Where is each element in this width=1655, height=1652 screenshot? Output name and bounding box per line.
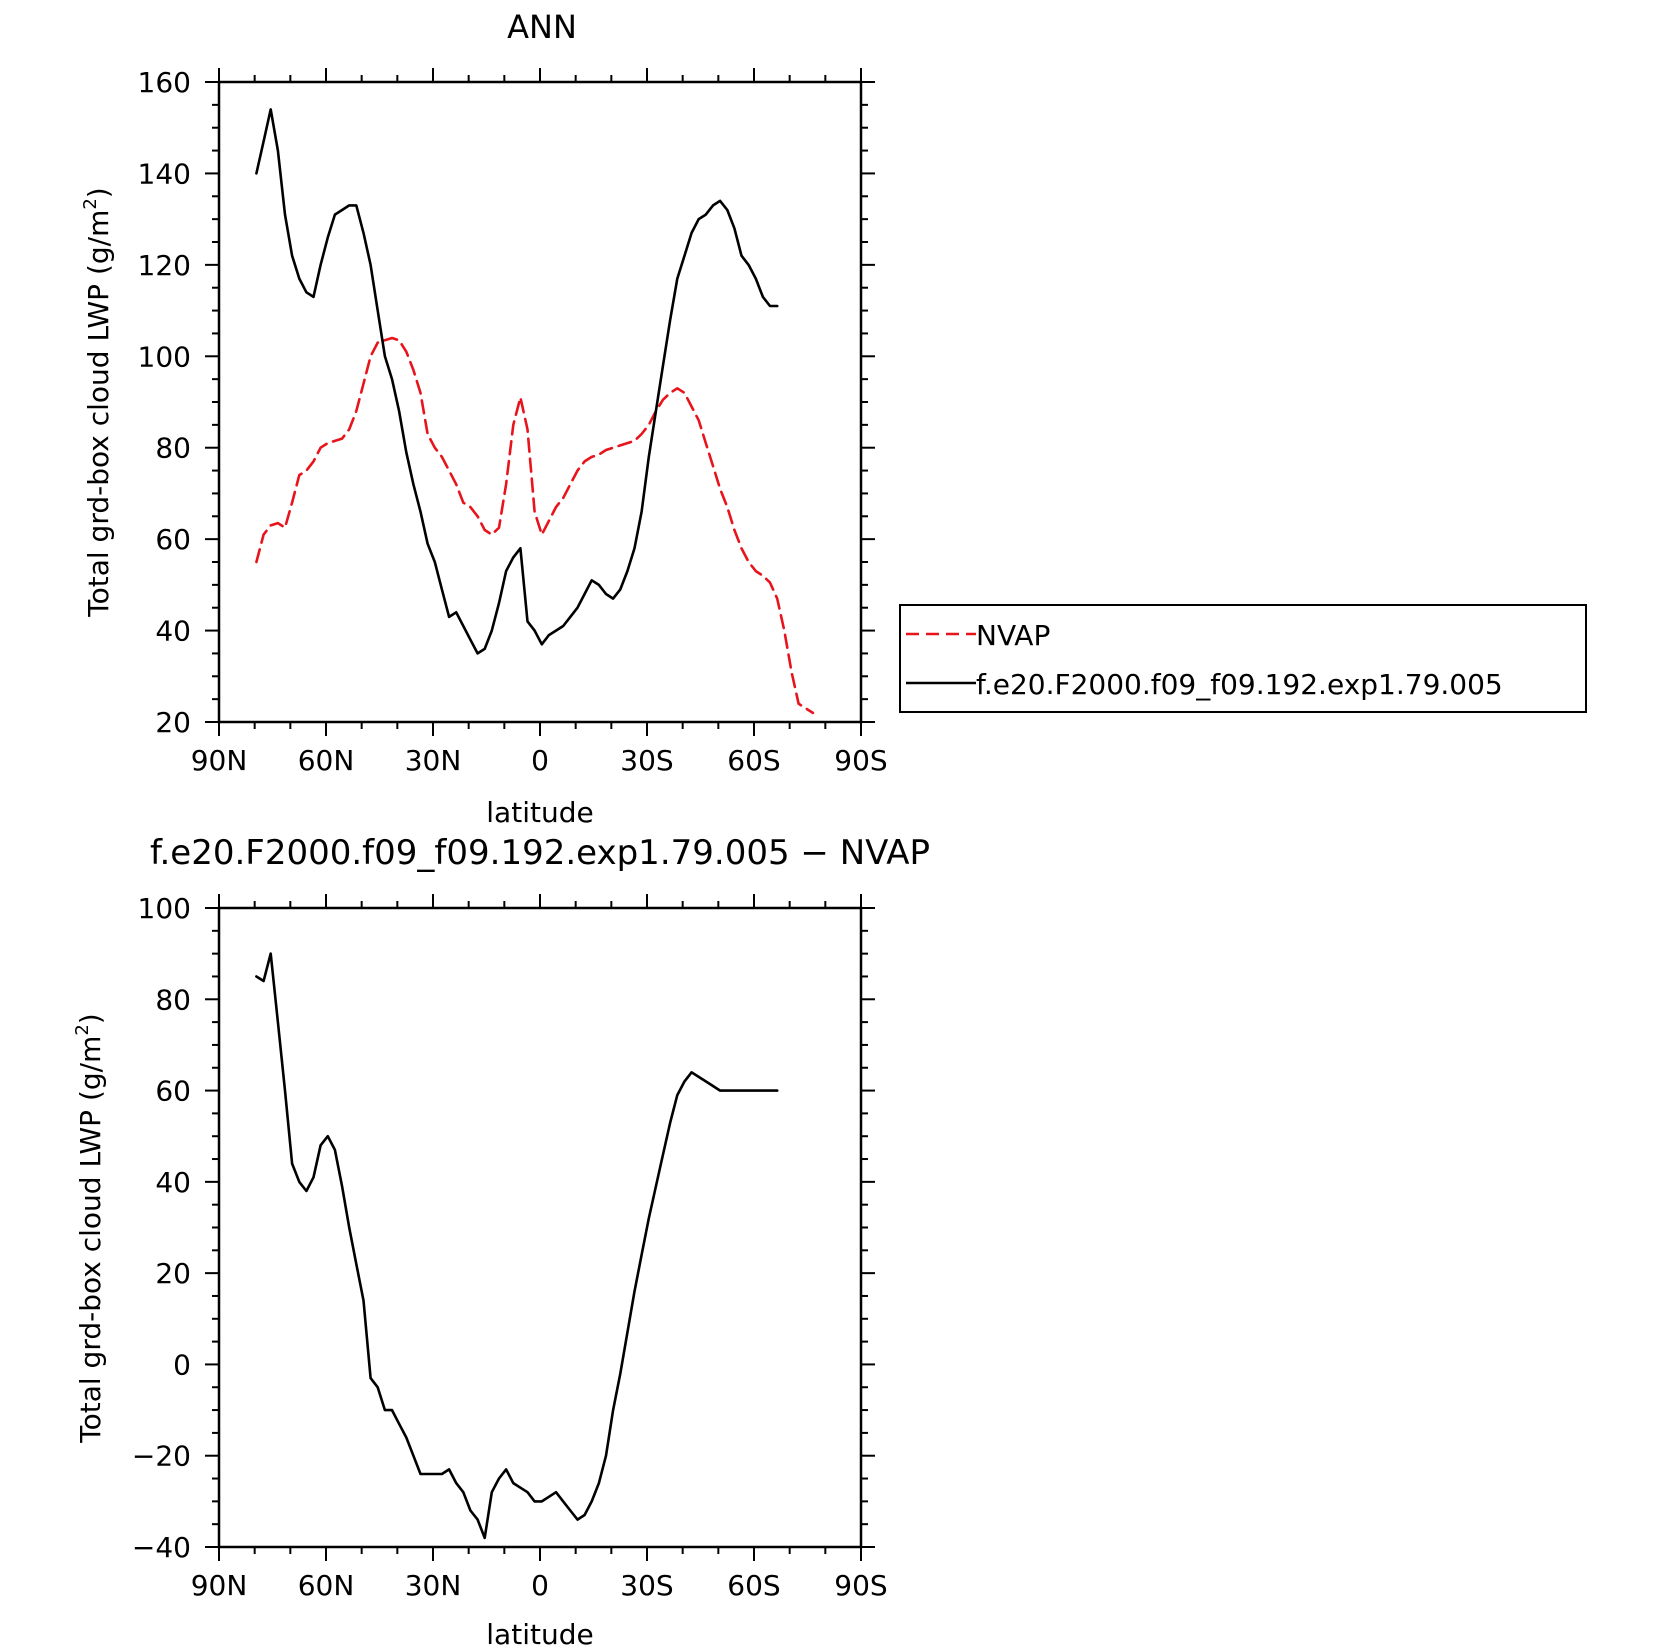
y-tick-label: 60 (155, 523, 191, 556)
bottom-ticks (205, 894, 875, 1561)
x-tick-label: 90S (834, 744, 887, 777)
x-tick-label: 30N (405, 1569, 462, 1602)
legend: NVAP f.e20.F2000.f09_f09.192.exp1.79.005 (900, 605, 1586, 712)
y-tick-label: 20 (155, 706, 191, 739)
bottom-y-tick-labels: −40 −20 0 20 40 60 80 100 (132, 892, 191, 1564)
x-tick-label: 60S (727, 744, 780, 777)
top-y-tick-labels: 20 40 60 80 100 120 140 160 (138, 66, 191, 739)
x-tick-label: 60S (727, 1569, 780, 1602)
bottom-x-axis-label: latitude (486, 1618, 593, 1651)
series-line-difference (256, 954, 777, 1538)
top-panel: ANN 20 40 60 80 100 120 140 160 90N 60N 30N 0 30S 60… (80, 8, 1586, 829)
top-y-axis-label-close: ) (82, 187, 115, 198)
y-tick-label: 60 (155, 1075, 191, 1108)
y-tick-label: 100 (138, 892, 191, 925)
y-tick-label: 0 (173, 1348, 191, 1381)
bottom-x-tick-labels: 90N 60N 30N 0 30S 60S 90S (191, 1569, 888, 1602)
top-x-tick-labels: 90N 60N 30N 0 30S 60S 90S (191, 744, 888, 777)
y-tick-label: 140 (138, 157, 191, 190)
top-x-axis-label: latitude (486, 796, 593, 829)
y-tick-label: −20 (132, 1440, 191, 1473)
bottom-y-axis-label-sup: 2 (72, 1024, 93, 1035)
top-series-layer (256, 109, 813, 713)
y-tick-label: 160 (138, 66, 191, 99)
bottom-chart-title: f.e20.F2000.f09_f09.192.exp1.79.005 − NV… (150, 833, 930, 873)
bottom-plot-frame (219, 908, 861, 1547)
top-ticks (205, 68, 875, 736)
legend-label-nvap: NVAP (976, 619, 1050, 652)
top-y-axis-label-base: Total grd-box cloud LWP (g/m (82, 210, 115, 618)
y-tick-label: 80 (155, 432, 191, 465)
x-tick-label: 90N (191, 1569, 248, 1602)
x-tick-label: 90N (191, 744, 248, 777)
bottom-series-layer (256, 954, 777, 1538)
top-y-axis-label-sup: 2 (80, 198, 101, 209)
y-tick-label: 40 (155, 615, 191, 648)
x-tick-label: 30S (620, 744, 673, 777)
y-tick-label: 80 (155, 983, 191, 1016)
y-tick-label: 120 (138, 249, 191, 282)
x-tick-label: 0 (531, 744, 549, 777)
series-line-nvap (256, 338, 813, 713)
x-tick-label: 60N (298, 1569, 355, 1602)
y-tick-label: 20 (155, 1257, 191, 1290)
bottom-y-axis-label: Total grd-box cloud LWP (g/m2) (72, 1013, 107, 1444)
top-y-axis-label: Total grd-box cloud LWP (g/m2) (80, 187, 115, 618)
x-tick-label: 30N (405, 744, 462, 777)
top-plot-frame (219, 82, 861, 722)
series-line-f-e20-f2000-f09-f09-192-exp1-79-005 (256, 109, 777, 653)
x-tick-label: 30S (620, 1569, 673, 1602)
x-tick-label: 90S (834, 1569, 887, 1602)
bottom-y-axis-label-base: Total grd-box cloud LWP (g/m (74, 1036, 107, 1444)
bottom-panel: f.e20.F2000.f09_f09.192.exp1.79.005 − NV… (72, 833, 930, 1651)
y-tick-label: −40 (132, 1531, 191, 1564)
bottom-y-axis-label-close: ) (74, 1013, 107, 1024)
y-tick-label: 40 (155, 1166, 191, 1199)
x-tick-label: 0 (531, 1569, 549, 1602)
y-tick-label: 100 (138, 340, 191, 373)
top-chart-title: ANN (507, 8, 577, 46)
legend-label-model: f.e20.F2000.f09_f09.192.exp1.79.005 (976, 668, 1503, 701)
x-tick-label: 60N (298, 744, 355, 777)
